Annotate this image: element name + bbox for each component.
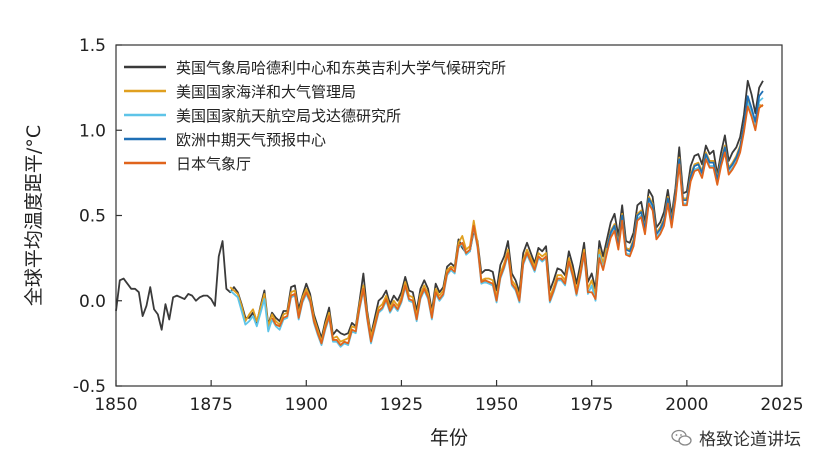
wechat-icon	[671, 429, 692, 446]
y-tick-label: 0.0	[79, 292, 106, 312]
ticks-layer: 1850 1875 1900 1925 1950 1975 2000 2025 -0.5 0.0 0…	[73, 36, 804, 415]
x-tick-label: 1925	[380, 395, 423, 415]
x-tick-label: 1900	[285, 395, 328, 415]
y-tick-label: 1.0	[79, 121, 106, 141]
x-axis-title: 年份	[430, 427, 468, 449]
x-tick-label: 1875	[190, 395, 233, 415]
legend-label: 英国气象局哈德利中心和东英吉利大学气候研究所	[176, 59, 506, 77]
x-tick-label: 2025	[760, 395, 803, 415]
y-tick-label: -0.5	[73, 377, 106, 397]
series-line-5	[271, 104, 764, 346]
watermark: 格致论道讲坛	[671, 425, 801, 450]
legend-label: 欧洲中期天气预报中心	[176, 131, 326, 149]
x-tick-label: 1950	[475, 395, 518, 415]
series-layer	[115, 79, 764, 348]
x-tick-label: 1975	[570, 395, 613, 415]
y-axis-title: 全球平均温度距平/°C	[23, 125, 45, 306]
y-tick-label: 0.5	[79, 207, 106, 227]
legend-label: 美国国家海洋和大气管理局	[176, 83, 356, 101]
x-tick-label: 1850	[94, 395, 137, 415]
y-tick-label: 1.5	[79, 36, 106, 56]
legend: 英国气象局哈德利中心和东英吉利大学气候研究所美国国家海洋和大气管理局美国国家航天…	[124, 59, 506, 173]
series-line-4	[606, 90, 764, 253]
legend-label: 日本气象厅	[176, 155, 251, 173]
legend-label: 美国国家航天航空局戈达德研究所	[176, 107, 401, 125]
x-tick-label: 2000	[665, 395, 708, 415]
watermark-text: 格致论道讲坛	[699, 430, 801, 450]
